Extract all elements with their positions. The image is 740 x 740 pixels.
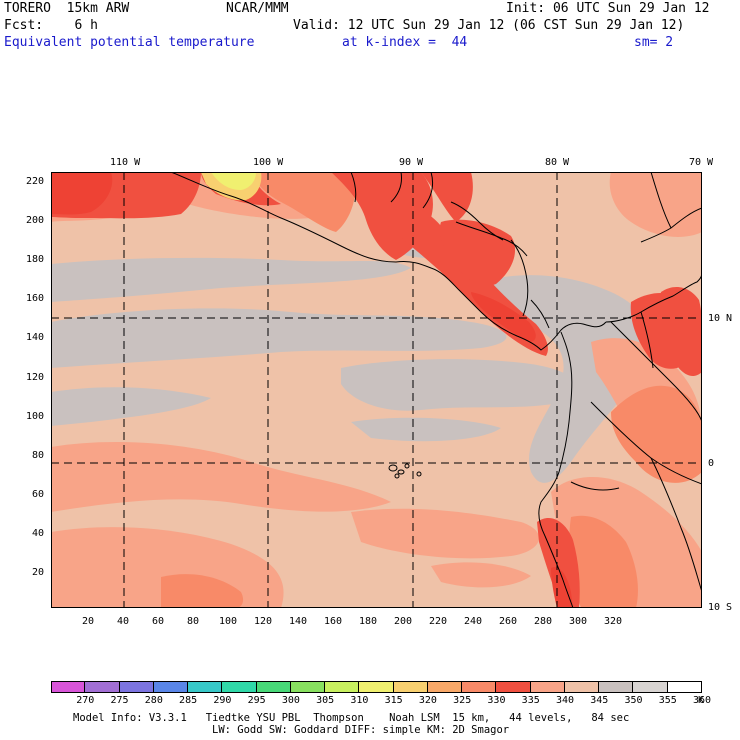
model-title: TORERO 15km ARW <box>4 1 130 16</box>
colorbar-label-345: 345 <box>590 695 609 706</box>
orange-regions <box>161 172 702 608</box>
lon-label-100w: 100 W <box>253 157 284 168</box>
valid-time: Valid: 12 UTC Sun 29 Jan 12 (06 CST Sun … <box>293 18 685 33</box>
colorbar-swatch-320 <box>393 681 428 693</box>
x-tick-200: 200 <box>394 616 413 627</box>
init-time: Init: 06 UTC Sun 29 Jan 12 <box>506 1 710 16</box>
colorbar-swatch-300 <box>256 681 291 693</box>
x-tick-240: 240 <box>464 616 483 627</box>
y-tick-220: 220 <box>26 176 45 187</box>
colorbar-swatch-285 <box>153 681 189 693</box>
colorbar-swatch-280 <box>119 681 154 693</box>
y-tick-60: 60 <box>32 489 45 500</box>
lat-label-10s: 10 S <box>708 602 733 613</box>
colorbar-label-335: 335 <box>521 695 540 706</box>
lat-label-0: 0 <box>708 458 715 469</box>
colorbar-label-310: 310 <box>350 695 369 706</box>
colorbar-label-300: 300 <box>281 695 300 706</box>
colorbar-swatch-350 <box>599 681 634 693</box>
x-tick-20: 20 <box>82 616 95 627</box>
colorbar-label-350: 350 <box>624 695 643 706</box>
colorbar-frame <box>51 681 702 693</box>
x-tick-60: 60 <box>152 616 165 627</box>
x-tick-300: 300 <box>569 616 588 627</box>
colorbar-swatch-295 <box>222 681 257 693</box>
y-tick-40: 40 <box>32 528 45 539</box>
colorbar-label-305: 305 <box>316 695 335 706</box>
x-tick-140: 140 <box>289 616 308 627</box>
colorbar-label-290: 290 <box>213 695 232 706</box>
colorbar-swatch-270 <box>51 681 86 693</box>
colorbar <box>51 681 702 693</box>
smoothing-label: sm= 2 <box>634 35 674 50</box>
colorbar-unit: K <box>698 695 705 706</box>
y-tick-160: 160 <box>26 293 45 304</box>
x-tick-180: 180 <box>359 616 378 627</box>
colorbar-label-315: 315 <box>384 695 403 706</box>
colorbar-label-270: 270 <box>76 695 95 706</box>
x-tick-120: 120 <box>254 616 273 627</box>
colorbar-label-325: 325 <box>453 695 472 706</box>
colorbar-swatch-340 <box>530 681 565 693</box>
colorbar-swatch-310 <box>325 681 360 693</box>
lon-label-70w: 70 W <box>689 157 714 168</box>
y-tick-80: 80 <box>32 450 45 461</box>
x-tick-260: 260 <box>499 616 518 627</box>
colorbar-label-295: 295 <box>247 695 266 706</box>
level-label: at k-index = 44 <box>342 35 468 50</box>
colorbar-label-340: 340 <box>555 695 574 706</box>
forecast-hour: Fcst: 6 h <box>4 18 98 33</box>
lat-label-10n: 10 N <box>708 313 733 324</box>
physics-info: LW: Godd SW: Goddard DIFF: simple KM: 2D… <box>212 724 510 736</box>
x-tick-280: 280 <box>534 616 553 627</box>
galapagos-islands <box>388 463 422 479</box>
lon-label-110w: 110 W <box>110 157 141 168</box>
red-regions <box>51 172 702 608</box>
lon-label-80w: 80 W <box>545 157 570 168</box>
colorbar-swatch-305 <box>290 681 326 693</box>
lon-label-90w: 90 W <box>399 157 424 168</box>
colorbar-swatch-335 <box>496 681 531 693</box>
x-tick-100: 100 <box>219 616 238 627</box>
colorbar-swatch-345 <box>564 681 600 693</box>
colorbar-label-360: 360 <box>693 695 712 706</box>
x-tick-40: 40 <box>117 616 130 627</box>
colorbar-swatch-355 <box>633 681 668 693</box>
lat-lon-grid <box>51 172 702 608</box>
colorbar-label-280: 280 <box>144 695 163 706</box>
center-label: NCAR/MMM <box>226 1 289 16</box>
colorbar-swatch-330 <box>462 681 497 693</box>
colorbar-label-320: 320 <box>418 695 437 706</box>
y-tick-140: 140 <box>26 332 45 343</box>
theta-e-map <box>51 172 702 608</box>
coastlines <box>170 172 702 608</box>
y-tick-180: 180 <box>26 254 45 265</box>
x-tick-220: 220 <box>429 616 448 627</box>
colorbar-swatch-290 <box>188 681 223 693</box>
y-tick-20: 20 <box>32 567 45 578</box>
colorbar-swatch-275 <box>85 681 120 693</box>
colorbar-label-330: 330 <box>487 695 506 706</box>
colorbar-swatch-325 <box>427 681 463 693</box>
y-tick-120: 120 <box>26 372 45 383</box>
field-name: Equivalent potential temperature <box>4 35 255 50</box>
x-tick-160: 160 <box>324 616 343 627</box>
colorbar-label-355: 355 <box>658 695 677 706</box>
colorbar-label-275: 275 <box>110 695 129 706</box>
x-tick-80: 80 <box>187 616 200 627</box>
model-info: Model Info: V3.3.1 Tiedtke YSU PBL Thomp… <box>73 712 630 724</box>
y-tick-200: 200 <box>26 215 45 226</box>
yellow-region <box>201 172 262 201</box>
y-tick-100: 100 <box>26 411 45 422</box>
colorbar-label-285: 285 <box>179 695 198 706</box>
colorbar-swatch-315 <box>359 681 394 693</box>
x-tick-320: 320 <box>604 616 623 627</box>
